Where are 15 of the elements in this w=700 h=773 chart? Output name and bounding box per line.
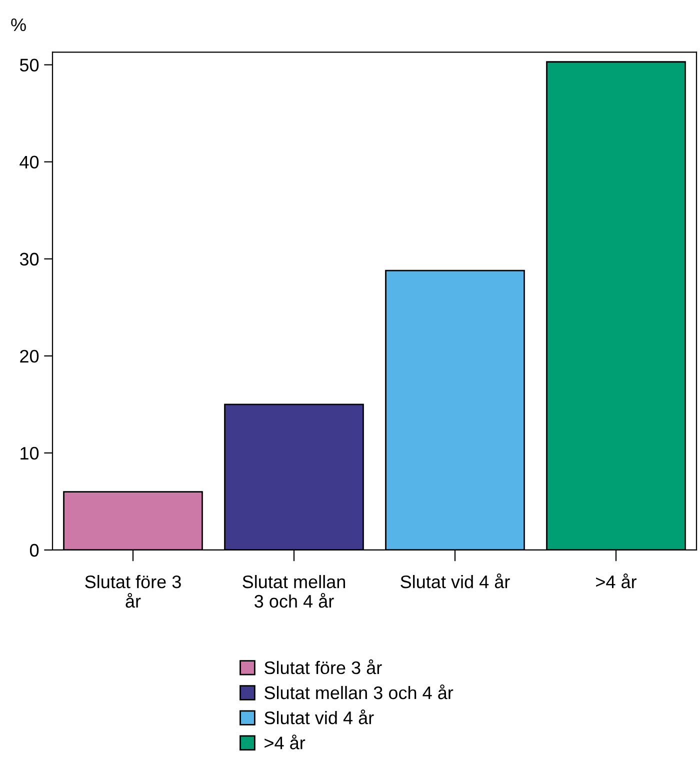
legend-label: Slutat mellan 3 och 4 år (264, 684, 454, 700)
y-tick-label: 20 (20, 350, 39, 363)
x-tick-label: Slutat före 3 år (85, 574, 181, 608)
y-axis-title: % (11, 18, 26, 32)
legend-label: Slutat vid 4 år (264, 710, 374, 724)
legend-label: Slutat före 3 år (264, 659, 382, 674)
legend-label: >4 år (264, 734, 306, 750)
y-tick-label: 50 (20, 58, 39, 72)
y-tick-label: 30 (20, 252, 39, 266)
x-tick-label: Slutat mellan 3 och 4 år (242, 574, 346, 608)
x-tick-label: >4 år (596, 574, 637, 588)
y-tick-label: 40 (20, 156, 39, 169)
y-tick-label: 10 (20, 446, 39, 460)
y-tick-label: 0 (30, 544, 39, 557)
x-tick-label: Slutat vid 4 år (400, 574, 510, 588)
